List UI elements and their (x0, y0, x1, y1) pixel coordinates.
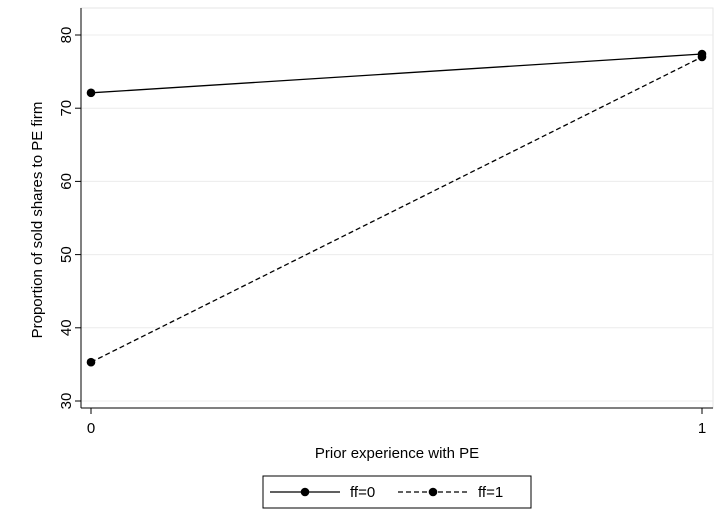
x-tick-label: 0 (87, 420, 95, 437)
series-line-ff=0 (90, 53, 703, 94)
x-axis-label: Prior experience with PE (315, 445, 479, 462)
legend-label-ff=1: ff=1 (478, 484, 503, 501)
y-axis-label: Proportion of sold shares to PE firm (29, 102, 46, 339)
axes: 30 40 50 60 70 80 0 1 (58, 8, 713, 437)
series-line-ff=1 (90, 56, 703, 363)
y-tick-label: 40 (58, 319, 75, 336)
y-tick-label: 50 (58, 246, 75, 263)
legend: ff=0 ff=1 (262, 475, 532, 509)
legend-marker-ff=0 (300, 487, 310, 497)
legend-label-ff=0: ff=0 (350, 484, 375, 501)
y-tick-label: 60 (58, 173, 75, 190)
y-tick-label: 80 (58, 27, 75, 44)
series-point-ff=0 (86, 88, 96, 98)
x-tick-label: 1 (698, 420, 706, 437)
gridlines (81, 34, 713, 402)
y-tick-label: 70 (58, 100, 75, 117)
series-point-ff=1 (86, 357, 96, 367)
plot-area (80, 7, 714, 409)
series-group (86, 49, 707, 367)
y-tick-label: 30 (58, 393, 75, 410)
series-point-ff=1 (697, 52, 707, 62)
legend-marker-ff=1 (428, 487, 438, 497)
